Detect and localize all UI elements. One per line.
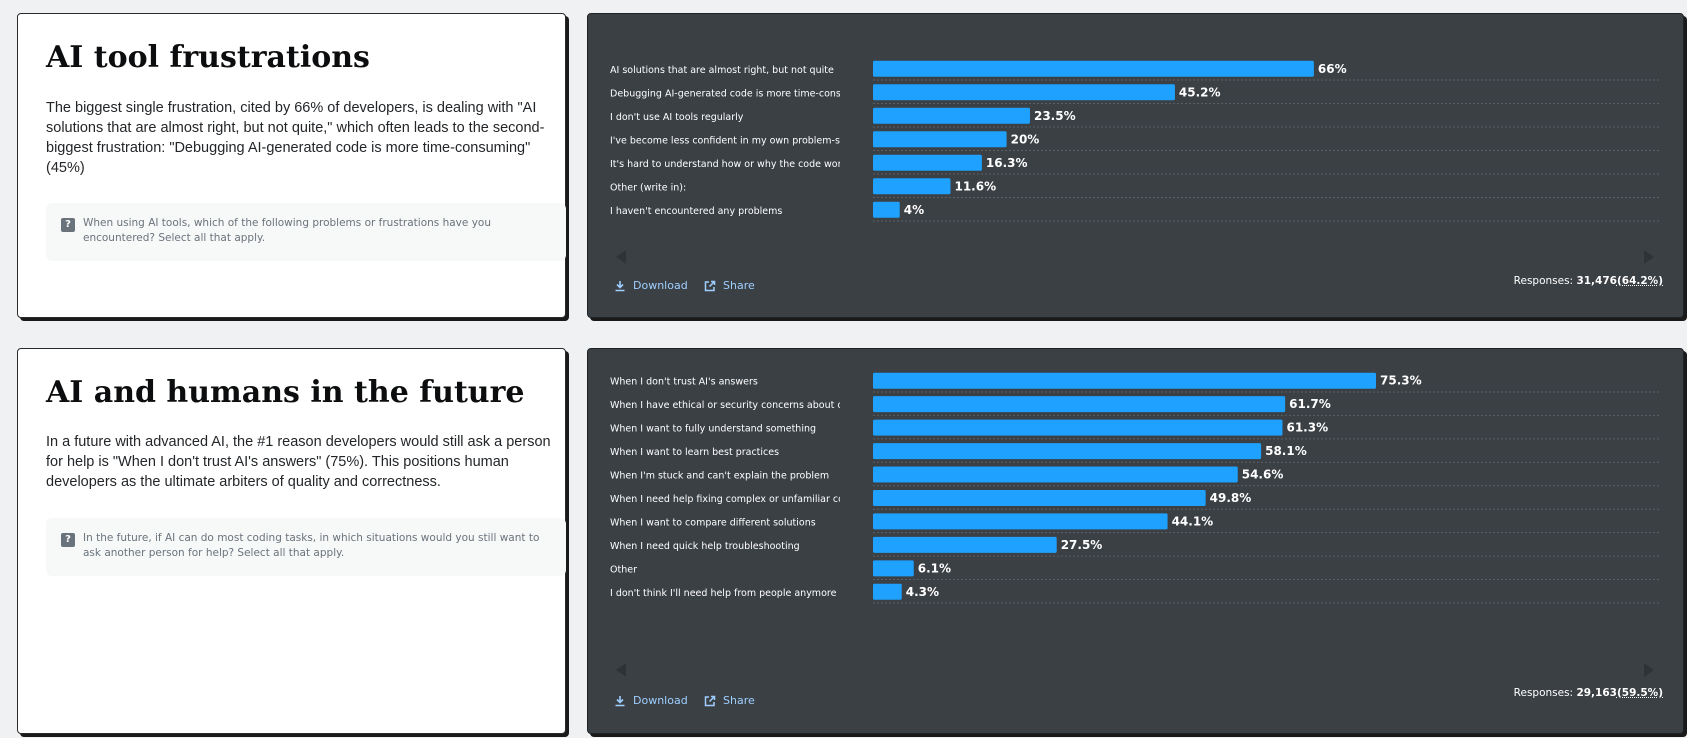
responses-label: Responses:	[1513, 687, 1574, 699]
value-label: 66%	[1318, 62, 1347, 76]
category-label: I don't think I'll need help from people…	[610, 588, 837, 599]
bar[interactable]	[873, 131, 1007, 148]
category-label: When I want to compare different solutio…	[610, 517, 816, 528]
value-label: 45.2%	[1179, 85, 1221, 99]
bar[interactable]	[873, 107, 1030, 124]
value-label: 20%	[1011, 132, 1040, 146]
share-label: Share	[723, 279, 755, 292]
bar[interactable]	[873, 178, 951, 195]
question-mark-icon: ?	[61, 218, 75, 232]
bar[interactable]	[873, 536, 1057, 553]
category-label: Other (write in):	[610, 182, 686, 193]
share-button[interactable]: Share	[704, 279, 755, 292]
value-label: 49.8%	[1210, 491, 1252, 505]
category-label: When I'm stuck and can't explain the pro…	[610, 471, 829, 482]
bar[interactable]	[873, 154, 982, 171]
bar[interactable]	[873, 583, 902, 600]
bar[interactable]	[873, 466, 1238, 483]
responses-percent: (59.5%)	[1616, 687, 1663, 699]
value-label: 4%	[904, 203, 924, 217]
bar-chart-future: When I don't trust AI's answers 75.3% When…	[610, 372, 1660, 604]
bar[interactable]	[873, 372, 1377, 389]
section-description: The biggest single frustration, cited by…	[46, 100, 545, 176]
share-icon	[704, 695, 716, 707]
responses-count: 31,476	[1576, 275, 1617, 287]
chevron-left-icon[interactable]	[614, 249, 628, 269]
download-icon	[614, 280, 626, 292]
value-label: 44.1%	[1172, 514, 1214, 528]
category-label: When I need quick help troubleshooting	[610, 541, 800, 552]
bar[interactable]	[873, 513, 1168, 530]
survey-question-box: ? When using AI tools, which of the foll…	[46, 203, 566, 261]
bar[interactable]	[873, 560, 914, 577]
responses-summary: Responses: 29,163(59.5%)	[1514, 687, 1663, 699]
value-label: 27.5%	[1061, 538, 1103, 552]
value-label: 4.3%	[906, 585, 939, 599]
text-card-future: AI and humans in the future In a future …	[17, 348, 566, 734]
category-label: I've become less confident in my own pro…	[610, 135, 869, 146]
bar[interactable]	[873, 84, 1175, 101]
category-label: When I don't trust AI's answers	[610, 377, 758, 388]
category-label: When I have ethical or security concerns…	[610, 400, 860, 411]
category-label: Debugging AI-generated code is more time…	[610, 88, 871, 99]
bar[interactable]	[873, 489, 1206, 506]
value-label: 61.7%	[1289, 397, 1331, 411]
responses-count: 29,163	[1576, 687, 1617, 699]
value-label: 16.3%	[986, 156, 1028, 170]
download-button[interactable]: Download	[614, 279, 688, 292]
download-label: Download	[633, 279, 688, 292]
section-description: In a future with advanced AI, the #1 rea…	[46, 434, 551, 490]
category-label: I haven't encountered any problems	[610, 206, 782, 217]
download-label: Download	[633, 694, 688, 707]
value-label: 54.6%	[1242, 468, 1284, 482]
survey-question-box: ? In the future, if AI can do most codin…	[46, 518, 566, 576]
category-label: When I want to fully understand somethin…	[610, 424, 816, 435]
category-label: It's hard to understand how or why the c…	[610, 159, 852, 170]
category-label: When I want to learn best practices	[610, 447, 779, 458]
bar[interactable]	[873, 60, 1314, 77]
responses-summary: Responses: 31,476(64.2%)	[1514, 275, 1663, 287]
download-button[interactable]: Download	[614, 694, 688, 707]
bar[interactable]	[873, 396, 1286, 413]
value-label: 75.3%	[1380, 374, 1422, 388]
value-label: 11.6%	[954, 179, 996, 193]
question-mark-icon: ?	[61, 533, 75, 547]
text-card-frustrations: AI tool frustrations The biggest single …	[17, 13, 566, 318]
category-label: When I need help fixing complex or unfam…	[610, 494, 856, 505]
survey-question-text: When using AI tools, which of the follow…	[83, 217, 491, 244]
chevron-left-icon[interactable]	[614, 662, 628, 682]
chart-card-future: When I don't trust AI's answers 75.3% When…	[587, 348, 1684, 734]
category-label: Other	[610, 564, 637, 575]
responses-percent: (64.2%)	[1616, 275, 1663, 287]
bar-chart-frustrations: AI solutions that are almost right, but …	[610, 60, 1660, 222]
bar[interactable]	[873, 201, 900, 218]
responses-label: Responses:	[1513, 275, 1574, 287]
value-label: 6.1%	[918, 561, 951, 575]
chevron-right-icon[interactable]	[1642, 662, 1656, 682]
share-icon	[704, 280, 716, 292]
survey-question-text: In the future, if AI can do most coding …	[83, 532, 540, 559]
bar[interactable]	[873, 443, 1262, 460]
value-label: 23.5%	[1034, 109, 1076, 123]
category-label: I don't use AI tools regularly	[610, 112, 744, 123]
bar[interactable]	[873, 419, 1283, 436]
chart-card-frustrations: AI solutions that are almost right, but …	[587, 13, 1684, 318]
category-label: AI solutions that are almost right, but …	[610, 65, 834, 76]
share-button[interactable]: Share	[704, 694, 755, 707]
value-label: 58.1%	[1265, 444, 1307, 458]
download-icon	[614, 695, 626, 707]
share-label: Share	[723, 694, 755, 707]
section-title: AI and humans in the future	[46, 375, 525, 410]
chevron-right-icon[interactable]	[1642, 249, 1656, 269]
section-title: AI tool frustrations	[46, 40, 370, 75]
value-label: 61.3%	[1286, 421, 1328, 435]
